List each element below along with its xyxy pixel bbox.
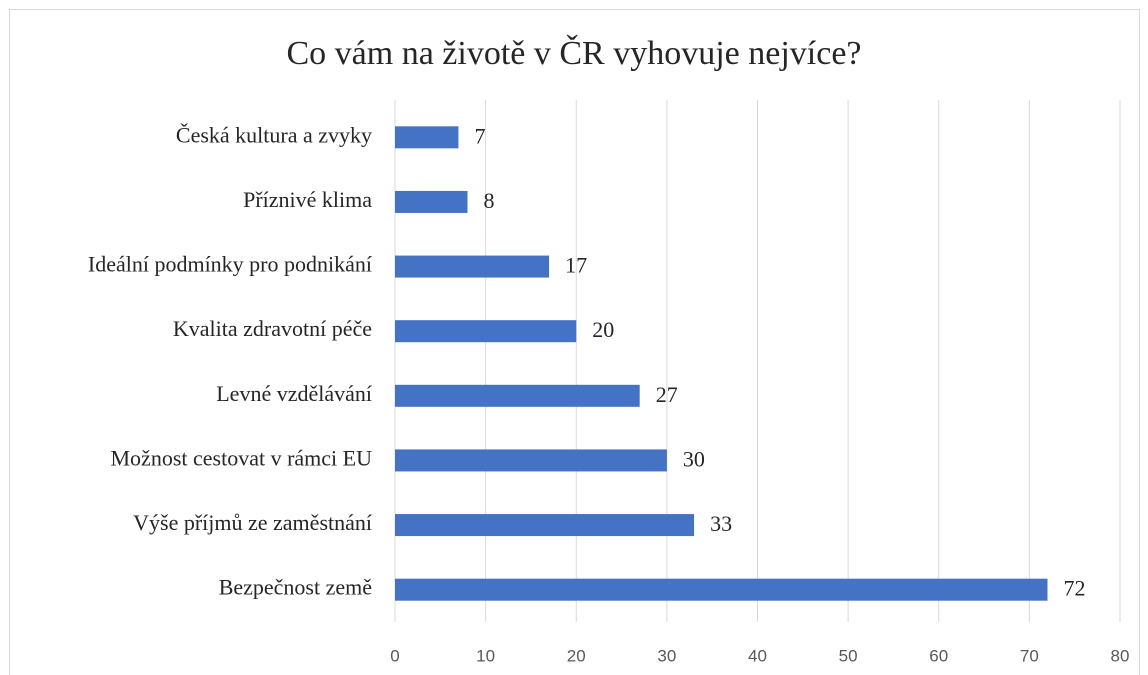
x-tick-label: 30 <box>657 646 676 665</box>
bar <box>395 384 640 407</box>
bar <box>395 190 468 213</box>
data-label: 30 <box>683 446 705 471</box>
x-tick-label: 10 <box>476 646 495 665</box>
y-tick-label: Česká kultura a zvyky <box>176 122 372 147</box>
chart-border <box>9 9 1140 675</box>
chart-title: Co vám na životě v ČR vyhovuje nejvíce? <box>286 34 861 72</box>
y-tick-label: Kvalita zdravotní péče <box>173 316 372 341</box>
y-tick-label: Příznivé klima <box>243 187 372 212</box>
data-label: 72 <box>1064 576 1086 601</box>
data-label: 33 <box>710 511 732 536</box>
data-label: 17 <box>565 253 587 278</box>
x-tick-label: 20 <box>567 646 586 665</box>
bar <box>395 255 550 278</box>
bar <box>395 514 695 537</box>
data-label: 20 <box>592 317 614 342</box>
bar <box>395 320 577 343</box>
x-tick-label: 50 <box>839 646 858 665</box>
data-label: 27 <box>656 382 678 407</box>
data-label: 7 <box>474 123 485 148</box>
bar <box>395 578 1048 601</box>
y-tick-label: Možnost cestovat v rámci EU <box>111 445 373 470</box>
x-tick-label: 40 <box>748 646 767 665</box>
data-label: 8 <box>484 188 495 213</box>
bar <box>395 449 667 472</box>
x-tick-label: 0 <box>390 646 399 665</box>
y-tick-label: Ideální podmínky pro podnikání <box>88 252 372 277</box>
bar <box>395 126 459 149</box>
x-tick-label: 80 <box>1111 646 1130 665</box>
x-tick-label: 60 <box>929 646 948 665</box>
y-tick-label: Výše příjmů ze zaměstnání <box>133 510 372 535</box>
y-tick-label: Bezpečnost země <box>219 575 372 600</box>
x-tick-label: 70 <box>1020 646 1039 665</box>
y-tick-label: Levné vzdělávání <box>216 381 372 406</box>
